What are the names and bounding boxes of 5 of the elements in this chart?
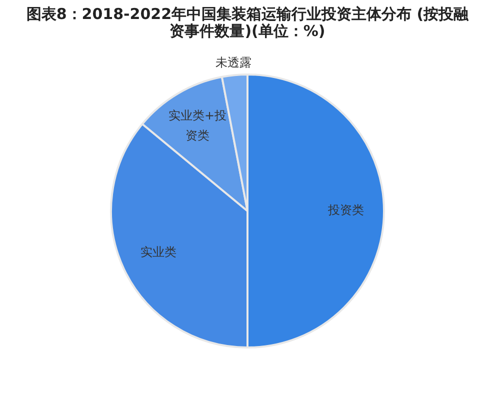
slice-label: 实业类+投资类 [168, 108, 227, 143]
slice-label: 实业类 [140, 244, 177, 259]
slice-label: 投资类 [326, 203, 364, 218]
slice-label: 未透露 [216, 55, 252, 70]
chart-title: 图表8：2018-2022年中国集装箱运输行业投资主体分布 (按投融资事件数量)(单位：%) [25, 5, 470, 40]
